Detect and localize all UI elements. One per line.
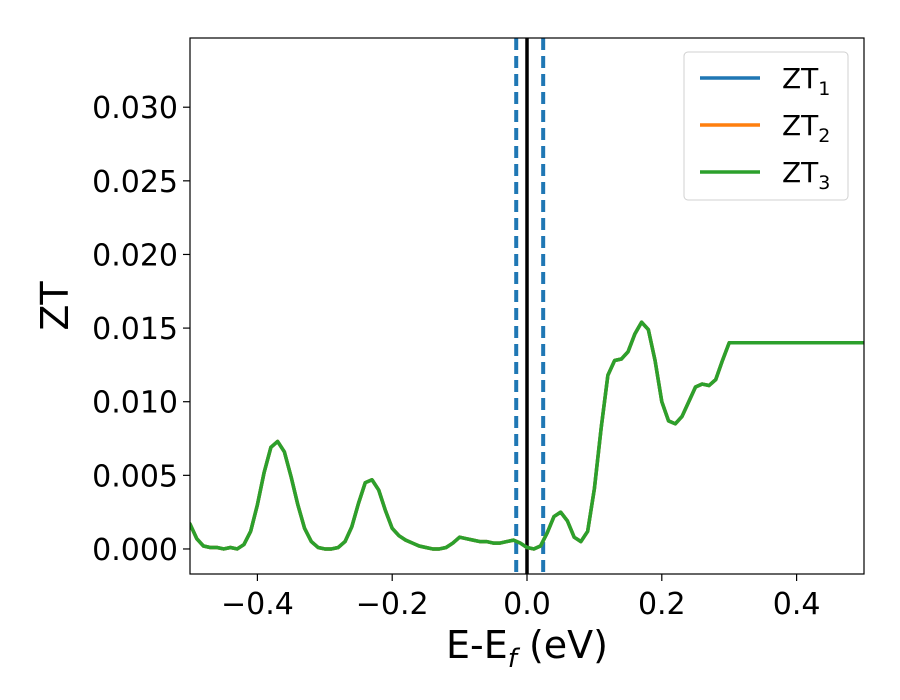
legend: ZT1 ZT2 ZT3 <box>683 51 849 201</box>
legend-label-zt2: ZT2 <box>782 109 830 147</box>
y-tick-label: 0.010 <box>92 386 178 421</box>
y-tick-label: 0.025 <box>92 165 178 200</box>
y-tick-label: 0.005 <box>92 459 178 494</box>
y-axis-label: ZT <box>33 281 77 331</box>
x-tick-label: 0.4 <box>773 587 821 622</box>
legend-label-zt3: ZT3 <box>782 156 830 194</box>
x-tick-label: 0.0 <box>503 587 551 622</box>
x-tick-label: −0.2 <box>356 587 429 622</box>
y-tick-label: 0.015 <box>92 312 178 347</box>
y-tick-label: 0.020 <box>92 238 178 273</box>
series-line-zt3 <box>190 320 864 551</box>
x-axis-label: E-Ef (eV) <box>446 623 608 674</box>
legend-frame <box>683 51 849 201</box>
x-tick-label: −0.4 <box>221 587 294 622</box>
x-tick-label: 0.2 <box>638 587 686 622</box>
y-tick-label: 0.030 <box>92 91 178 126</box>
legend-label-zt1: ZT1 <box>782 62 830 100</box>
y-tick-label: 0.000 <box>92 533 178 568</box>
x-axis-ticks: −0.4 −0.2 0.0 0.2 0.4 <box>221 574 820 622</box>
x-axis-label-unit: (eV) <box>517 623 608 667</box>
y-axis-ticks: 0.000 0.005 0.010 0.015 0.020 0.025 0.030 <box>92 91 190 568</box>
